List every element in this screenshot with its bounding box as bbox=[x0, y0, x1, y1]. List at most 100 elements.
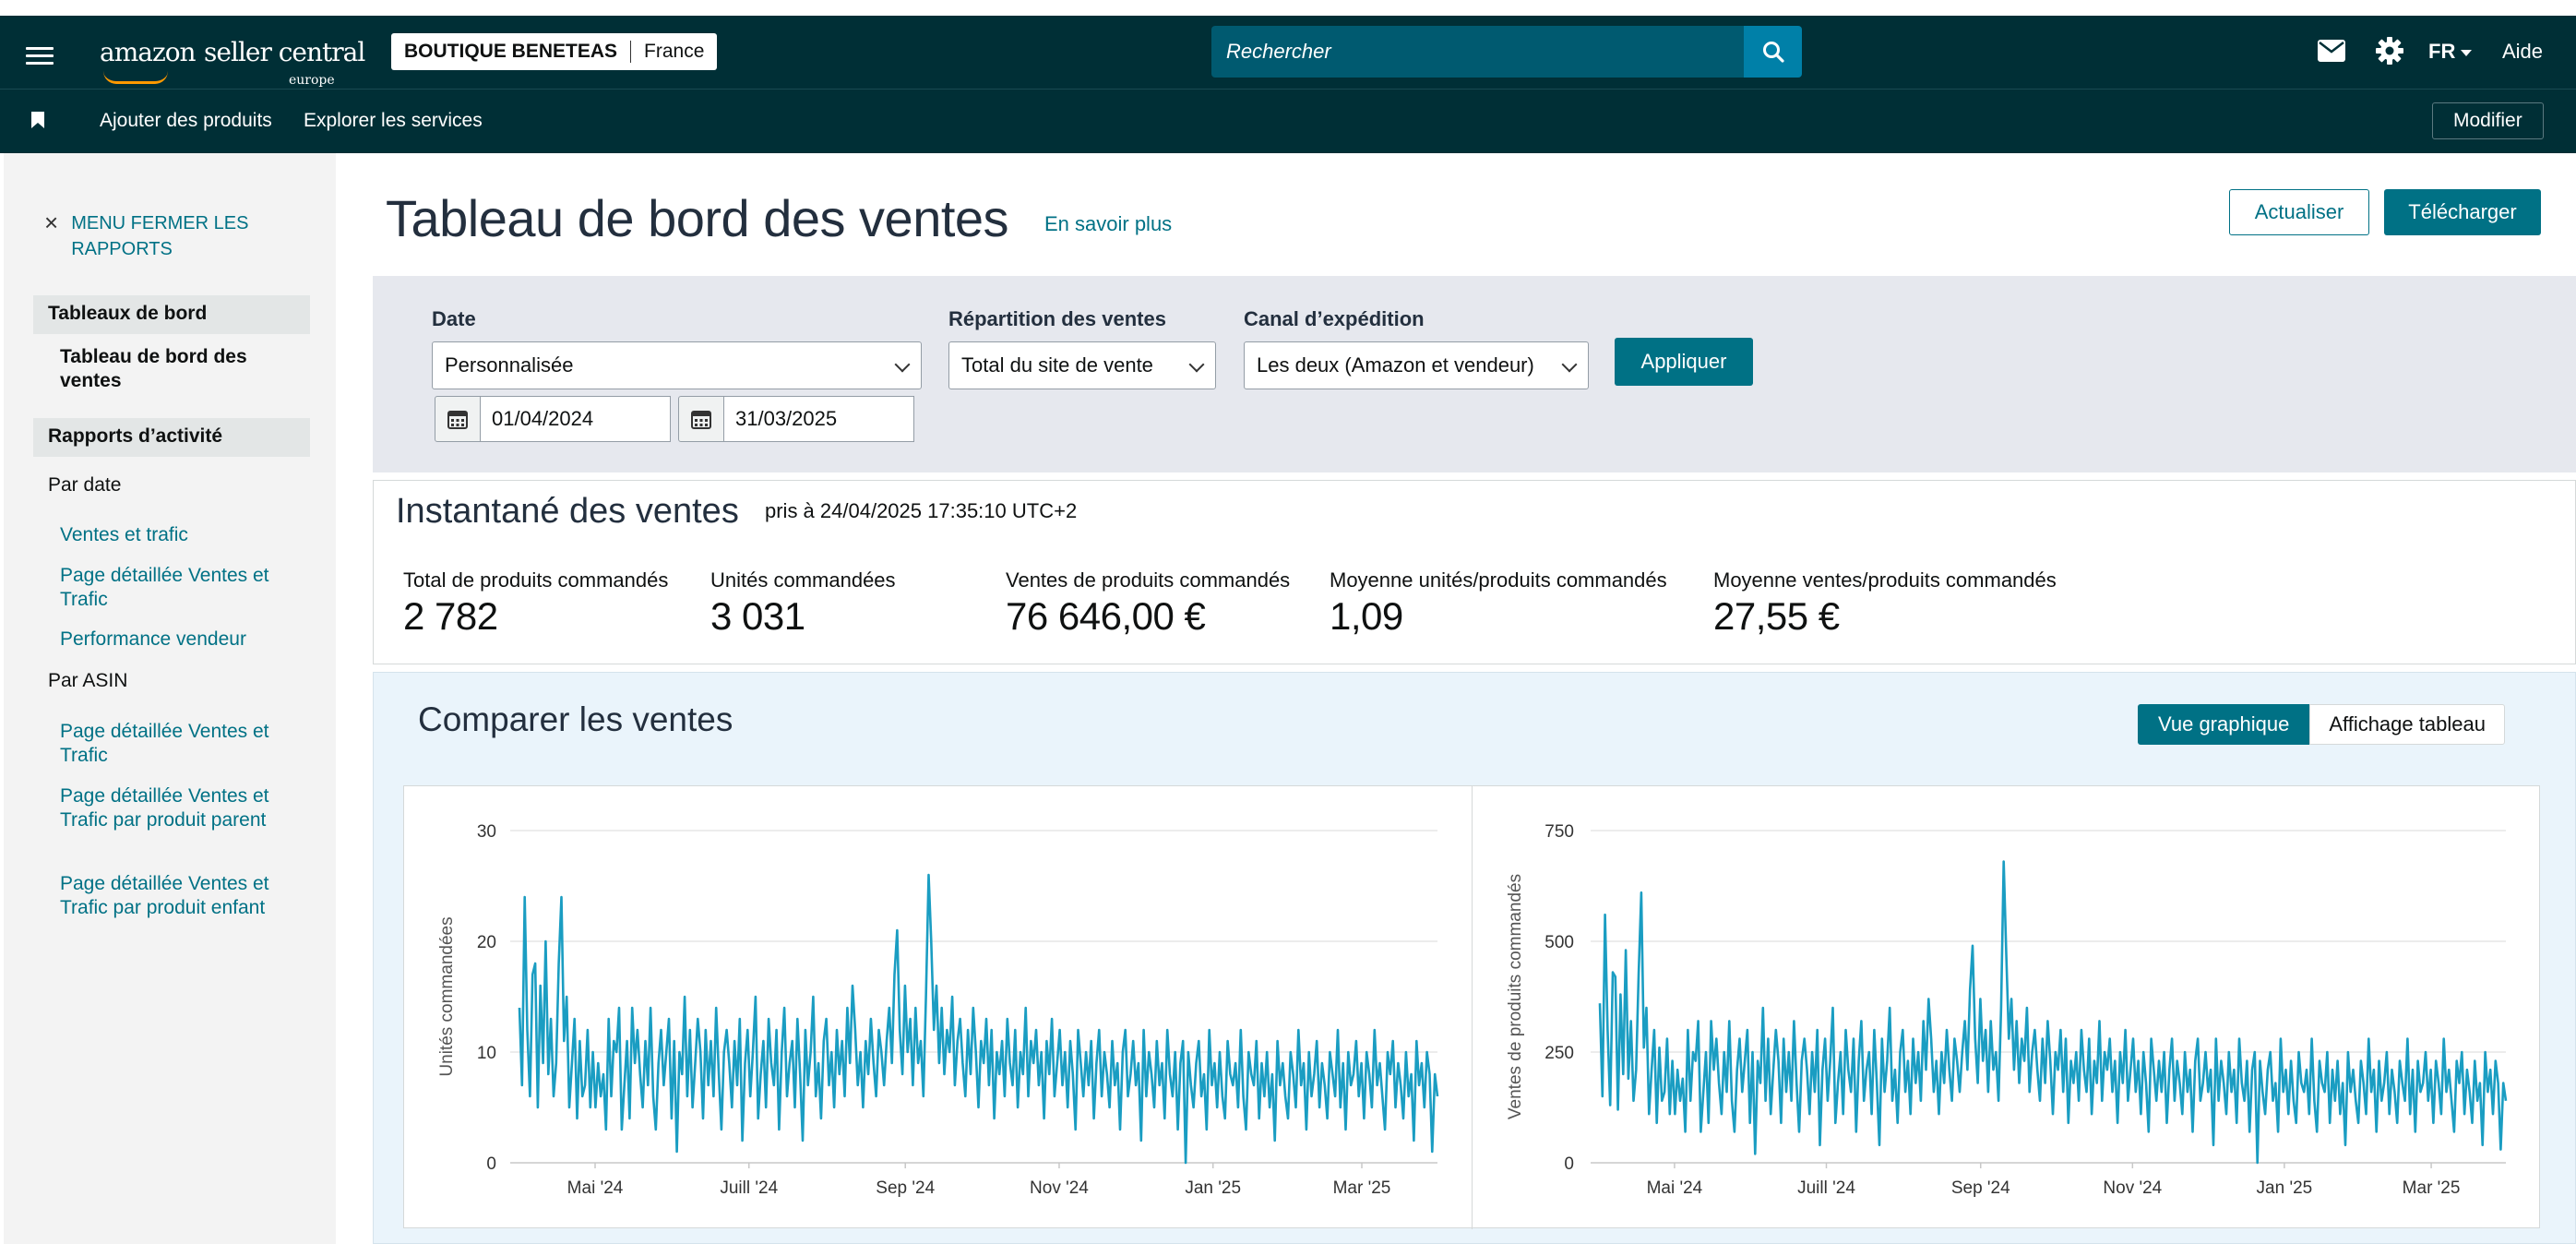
x-tick-label: Jan '25 bbox=[2257, 1178, 2313, 1198]
learn-more-link[interactable]: En savoir plus bbox=[1044, 212, 1173, 235]
y-axis-label: Ventes de produits commandés bbox=[1506, 874, 1525, 1119]
x-tick-label: Mar '25 bbox=[1333, 1178, 1391, 1198]
help-link[interactable]: Aide bbox=[2502, 40, 2544, 63]
apply-button[interactable]: Appliquer bbox=[1615, 338, 1753, 386]
sidebar-group-by-asin: Par ASIN bbox=[48, 670, 128, 691]
y-tick-label: 0 bbox=[1564, 1154, 1574, 1174]
chevron-down-icon bbox=[2461, 49, 2473, 56]
close-reports-label: MENU FERMER LES RAPPORTS bbox=[71, 213, 249, 259]
seller-central-logo[interactable]: amazon seller central europe bbox=[100, 36, 365, 88]
metric-value: 1,09 bbox=[1330, 594, 1403, 638]
store-name: BOUTIQUE BENETEAS bbox=[404, 41, 618, 62]
download-button[interactable]: Télécharger bbox=[2384, 189, 2541, 235]
x-tick-label: Sep '24 bbox=[876, 1178, 935, 1198]
chevron-down-icon bbox=[894, 356, 911, 373]
y-tick-label: 10 bbox=[477, 1044, 496, 1063]
top-nav-bar: amazon seller central europe BOUTIQUE BE… bbox=[0, 0, 2576, 89]
metric-label: Total de produits commandés bbox=[403, 568, 669, 592]
sidebar-link-sales-traffic[interactable]: Ventes et trafic bbox=[60, 524, 188, 545]
x-tick-label: Nov '24 bbox=[2103, 1178, 2162, 1198]
hamburger-menu-icon[interactable] bbox=[26, 42, 54, 69]
page-title: Tableau de bord des ventes bbox=[386, 189, 1009, 247]
x-tick-label: Juill '24 bbox=[720, 1178, 778, 1198]
modify-button[interactable]: Modifier bbox=[2432, 102, 2544, 139]
store-country: France bbox=[644, 41, 705, 62]
mail-icon[interactable] bbox=[2318, 40, 2345, 66]
table-view-button[interactable]: Affichage tableau bbox=[2309, 704, 2505, 745]
sidebar-link-asin-child[interactable]: Page détaillée Ventes et Trafic par prod… bbox=[60, 873, 269, 918]
date-range-select[interactable]: Personnalisée bbox=[432, 341, 922, 389]
gear-icon[interactable] bbox=[2375, 36, 2404, 70]
sidebar-section-dashboards[interactable]: Tableaux de bord bbox=[33, 295, 310, 334]
compare-sales-panel: Comparer les ventes Vue graphique Affich… bbox=[373, 672, 2576, 1244]
sidebar-link-asin-parent[interactable]: Page détaillée Ventes et Trafic par prod… bbox=[60, 785, 269, 831]
reports-sidebar: × MENU FERMER LES RAPPORTS Tableaux de b… bbox=[4, 153, 336, 1244]
breakdown-filter-label: Répartition des ventes bbox=[948, 307, 1166, 330]
metric-label: Unités commandées bbox=[710, 568, 896, 592]
search-icon bbox=[1762, 42, 1784, 63]
sidebar-link-asin-detail[interactable]: Page détaillée Ventes et Trafic bbox=[60, 721, 269, 766]
y-tick-label: 500 bbox=[1544, 933, 1574, 952]
close-reports-menu-button[interactable]: × MENU FERMER LES RAPPORTS bbox=[44, 210, 283, 262]
x-tick-label: Mai '24 bbox=[1647, 1178, 1703, 1198]
metric-sales-ordered: Ventes de produits commandés 76 646,00 € bbox=[1006, 568, 1290, 639]
metric-value: 27,55 € bbox=[1713, 594, 1840, 638]
metric-units-ordered: Unités commandées 3 031 bbox=[710, 568, 896, 639]
store-selector[interactable]: BOUTIQUE BENETEAS France bbox=[391, 33, 718, 70]
sidebar-section-activity-reports[interactable]: Rapports d’activité bbox=[33, 418, 310, 457]
metric-label: Moyenne ventes/produits commandés bbox=[1713, 568, 2057, 592]
channel-filter-label: Canal d’expédition bbox=[1244, 307, 1425, 330]
sidebar-item-sales-dashboard[interactable]: Tableau de bord des ventes bbox=[60, 346, 247, 391]
chart-view-button[interactable]: Vue graphique bbox=[2138, 704, 2310, 745]
y-tick-label: 750 bbox=[1544, 822, 1574, 842]
logo-main-text: amazon bbox=[100, 37, 197, 67]
chevron-down-icon bbox=[1561, 356, 1578, 373]
breakdown-select[interactable]: Total du site de vente bbox=[948, 341, 1216, 389]
start-date-input[interactable]: 01/04/2024 bbox=[481, 396, 671, 442]
explore-services-link[interactable]: Explorer les services bbox=[304, 110, 483, 131]
end-date-input[interactable]: 31/03/2025 bbox=[724, 396, 914, 442]
metric-total-products: Total de produits commandés 2 782 bbox=[403, 568, 668, 639]
y-tick-label: 20 bbox=[477, 933, 496, 952]
metric-value: 2 782 bbox=[403, 594, 498, 638]
language-label: FR bbox=[2428, 40, 2456, 63]
series-line bbox=[518, 873, 1439, 1165]
search-input[interactable] bbox=[1211, 26, 1744, 78]
x-tick-label: Juill '24 bbox=[1797, 1178, 1855, 1198]
compare-title: Comparer les ventes bbox=[418, 700, 733, 738]
y-tick-label: 250 bbox=[1544, 1044, 1574, 1063]
sidebar-link-seller-performance[interactable]: Performance vendeur bbox=[60, 628, 246, 650]
sidebar-link-detail-sales-traffic[interactable]: Page détaillée Ventes et Trafic bbox=[60, 565, 269, 610]
sales-ordered-chart: 0 250 500 750 Mai '24 Juill '24 Sep '24 Nov '24… bbox=[1506, 822, 2508, 1198]
snapshot-timestamp: pris à 24/04/2025 17:35:10 UTC+2 bbox=[765, 499, 1078, 522]
search-button[interactable] bbox=[1744, 26, 1802, 78]
x-tick-label: Nov '24 bbox=[1030, 1178, 1089, 1198]
metric-label: Moyenne unités/produits commandés bbox=[1330, 568, 1667, 592]
chart-divider bbox=[1472, 786, 1473, 1229]
metric-avg-sales: Moyenne ventes/produits commandés 27,55 € bbox=[1713, 568, 2057, 639]
close-icon: × bbox=[44, 209, 59, 236]
metric-value: 3 031 bbox=[710, 594, 805, 638]
series-line bbox=[1598, 860, 2508, 1165]
refresh-button[interactable]: Actualiser bbox=[2229, 189, 2369, 235]
view-toggle: Vue graphique Affichage tableau bbox=[2138, 704, 2505, 745]
date-range-value: Personnalisée bbox=[445, 353, 574, 377]
metric-value: 76 646,00 € bbox=[1006, 594, 1206, 638]
chevron-down-icon bbox=[1188, 356, 1205, 373]
x-tick-label: Mai '24 bbox=[567, 1178, 624, 1198]
units-ordered-chart: 0 10 20 30 Mai '24 Juill '24 Sep '24 Nov '24 Jan… bbox=[437, 822, 1439, 1198]
date-filter-label: Date bbox=[432, 307, 476, 330]
channel-select[interactable]: Les deux (Amazon et vendeur) bbox=[1244, 341, 1589, 389]
channel-value: Les deux (Amazon et vendeur) bbox=[1257, 353, 1534, 377]
add-products-link[interactable]: Ajouter des produits bbox=[100, 110, 272, 131]
search-bar bbox=[1211, 26, 1802, 78]
logo-sub-text: seller central bbox=[204, 37, 365, 67]
sales-snapshot-panel: Instantané des ventes pris à 24/04/2025 … bbox=[373, 480, 2576, 664]
y-tick-label: 0 bbox=[486, 1154, 496, 1174]
calendar-icon[interactable] bbox=[678, 396, 724, 442]
logo-region-text: europe bbox=[289, 73, 335, 88]
calendar-icon[interactable] bbox=[435, 396, 481, 442]
sidebar-group-by-date: Par date bbox=[48, 474, 122, 496]
language-selector[interactable]: FR bbox=[2428, 40, 2473, 64]
bookmark-icon[interactable] bbox=[31, 112, 44, 133]
